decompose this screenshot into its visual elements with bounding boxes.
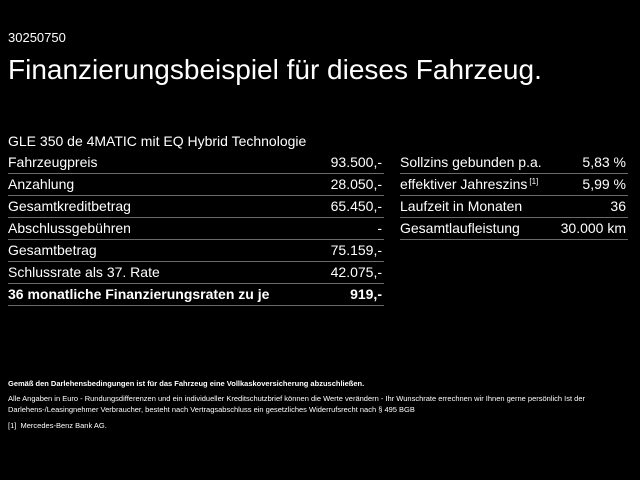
row-value: 42.075,- — [330, 264, 382, 280]
row-value: 75.159,- — [330, 242, 382, 258]
row-value: 5,99 % — [582, 176, 626, 192]
row-value: 28.050,- — [330, 176, 382, 192]
row-value: 36 — [610, 198, 626, 214]
row-label: Schlussrate als 37. Rate — [8, 264, 160, 280]
page-title: Finanzierungsbeispiel für dieses Fahrzeu… — [8, 54, 542, 85]
vehicle-code: 30250750 — [8, 30, 66, 45]
table-row: Schlussrate als 37. Rate 42.075,- — [8, 262, 384, 284]
vehicle-model: GLE 350 de 4MATIC mit EQ Hybrid Technolo… — [8, 133, 307, 149]
row-label: Sollzins gebunden p.a. — [400, 154, 542, 170]
table-row: Gesamtlaufleistung 30.000 km — [400, 218, 628, 240]
monthly-rate-row: 36 monatliche Finanzierungsraten zu je 9… — [8, 284, 384, 306]
row-value: 93.500,- — [330, 154, 382, 170]
table-row: Gesamtkreditbetrag 65.450,- — [8, 196, 384, 218]
table-row: Gesamtbetrag 75.159,- — [8, 240, 384, 262]
row-value: 5,83 % — [582, 154, 626, 170]
insurance-note: Gemäß den Darlehensbedingungen ist für d… — [8, 379, 365, 388]
row-label: Anzahlung — [8, 176, 75, 192]
table-row: Abschlussgebühren - — [8, 218, 384, 240]
table-row: Fahrzeugpreis 93.500,- — [8, 152, 384, 174]
row-label: Laufzeit in Monaten — [400, 198, 523, 214]
table-row: Laufzeit in Monaten 36 — [400, 196, 628, 218]
row-label: Gesamtbetrag — [8, 242, 97, 258]
table-row: Sollzins gebunden p.a. 5,83 % — [400, 152, 628, 174]
table-row: Anzahlung 28.050,- — [8, 174, 384, 196]
row-label: Gesamtkreditbetrag — [8, 198, 131, 214]
row-value: 30.000 km — [560, 220, 626, 236]
row-label: Abschlussgebühren — [8, 220, 131, 236]
row-label: Gesamtlaufleistung — [400, 220, 520, 236]
legal-notes: Gemäß den Darlehensbedingungen ist für d… — [8, 378, 628, 431]
row-label: effektiver Jahreszins [1] — [400, 176, 539, 192]
footnote: [1] Mercedes-Benz Bank AG. — [8, 420, 628, 431]
footnote-marker: [1] — [529, 177, 539, 186]
row-label: Fahrzeugpreis — [8, 154, 98, 170]
row-label: 36 monatliche Finanzierungsraten zu je — [8, 286, 270, 302]
row-value: 65.450,- — [330, 198, 382, 214]
financing-table: Fahrzeugpreis 93.500,- Anzahlung 28.050,… — [8, 152, 384, 306]
row-value: 919,- — [350, 286, 382, 302]
footnote-marker: [1] — [8, 421, 17, 430]
row-value: - — [377, 220, 382, 236]
table-row: effektiver Jahreszins [1] 5,99 % — [400, 174, 628, 196]
interest-table: Sollzins gebunden p.a. 5,83 % effektiver… — [400, 152, 628, 240]
footnote-text: Mercedes-Benz Bank AG. — [20, 421, 107, 430]
disclaimer-text: Alle Angaben in Euro - Rundungsdifferenz… — [8, 394, 586, 414]
